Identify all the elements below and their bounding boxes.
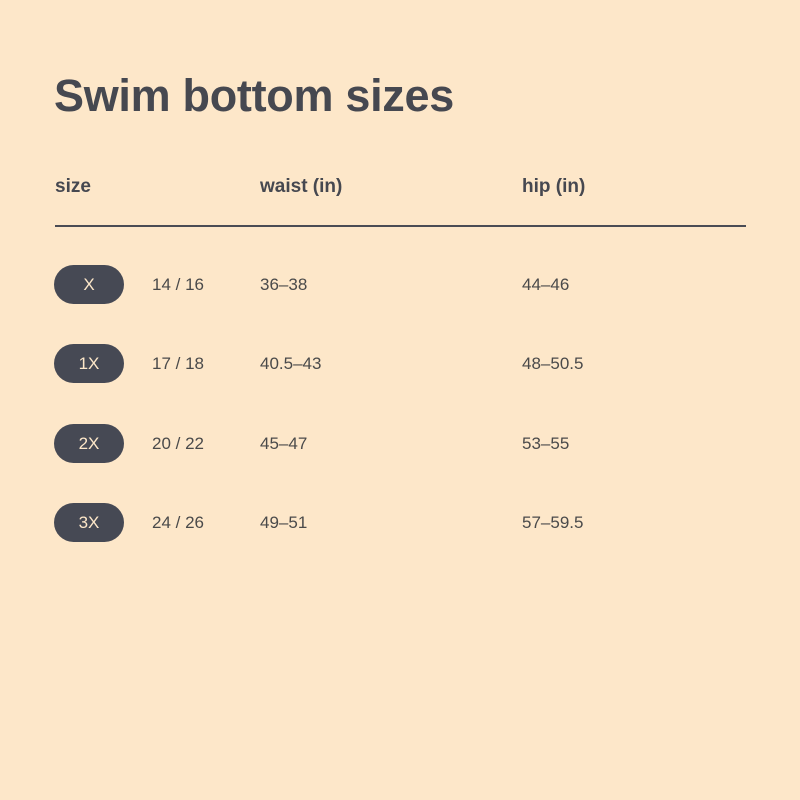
hip-value: 57–59.5	[522, 513, 584, 532]
numeric-size: 20 / 22	[152, 434, 204, 453]
header-waist: waist (in)	[260, 176, 343, 197]
size-badge: 1X	[54, 344, 124, 383]
numeric-size: 17 / 18	[152, 354, 204, 373]
header-hip: hip (in)	[522, 176, 586, 197]
size-badge: X	[54, 265, 124, 304]
header-size: size	[55, 176, 91, 197]
header-divider	[55, 225, 746, 227]
page-title: Swim bottom sizes	[54, 70, 454, 121]
numeric-size: 14 / 16	[152, 275, 204, 294]
hip-value: 53–55	[522, 434, 570, 453]
size-badge: 3X	[54, 503, 124, 542]
table-row: 3X 24 / 26 49–51 57–59.5	[0, 503, 800, 543]
hip-value: 44–46	[522, 275, 570, 294]
table-row: X 14 / 16 36–38 44–46	[0, 265, 800, 305]
waist-value: 45–47	[260, 434, 308, 453]
size-badge: 2X	[54, 424, 124, 463]
waist-value: 49–51	[260, 513, 308, 532]
hip-value: 48–50.5	[522, 354, 584, 373]
numeric-size: 24 / 26	[152, 513, 204, 532]
waist-value: 40.5–43	[260, 354, 322, 373]
table-row: 2X 20 / 22 45–47 53–55	[0, 424, 800, 464]
table-row: 1X 17 / 18 40.5–43 48–50.5	[0, 344, 800, 384]
waist-value: 36–38	[260, 275, 308, 294]
